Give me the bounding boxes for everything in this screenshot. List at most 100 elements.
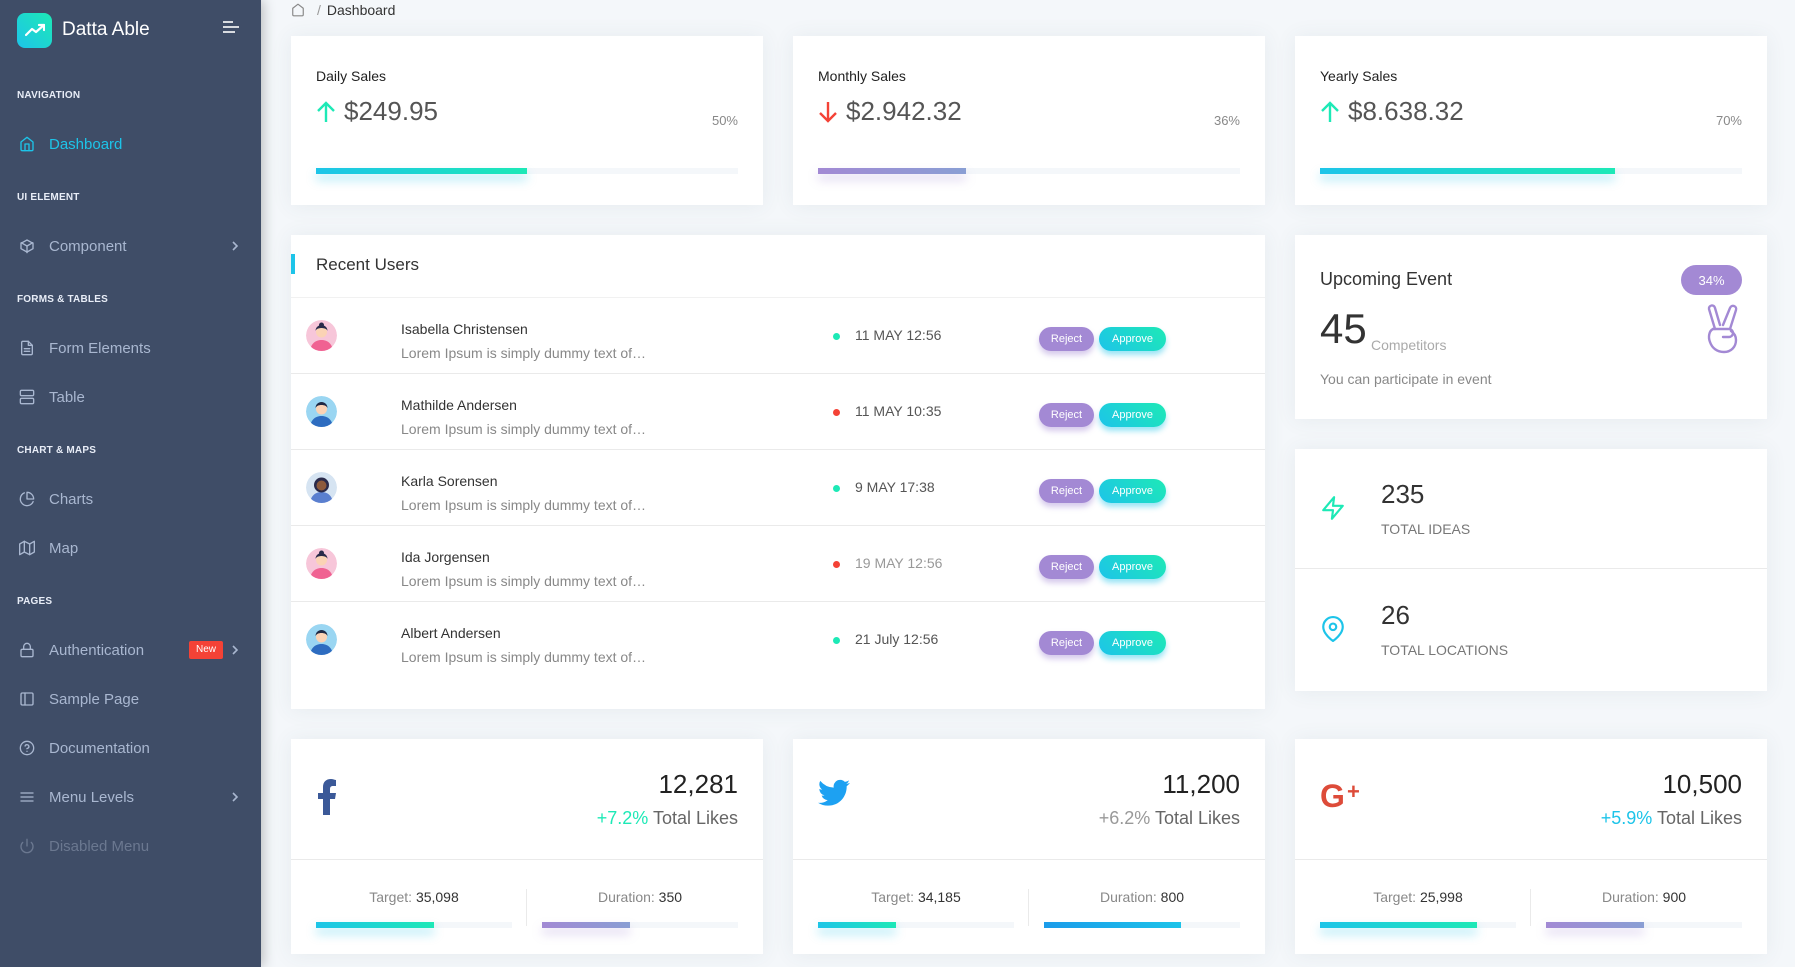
- reject-button[interactable]: Reject: [1039, 631, 1094, 655]
- sidebar-item-component[interactable]: Component: [0, 226, 261, 266]
- likes-label: Total Likes: [1154, 808, 1240, 828]
- arrow-up-icon: [316, 100, 344, 124]
- competitor-label: Competitors: [1371, 337, 1447, 353]
- status-dot: [833, 485, 840, 492]
- divider: [526, 889, 527, 926]
- sales-value: $2.942.32: [818, 96, 962, 127]
- reject-button[interactable]: Reject: [1039, 555, 1094, 579]
- menu-toggle-icon[interactable]: [222, 20, 240, 34]
- reject-button[interactable]: Reject: [1039, 479, 1094, 503]
- competitor-count: 45: [1320, 305, 1367, 352]
- sales-percent: 36%: [1213, 113, 1240, 128]
- likes-change: +5.9%: [1600, 808, 1653, 828]
- sidebar-item-dashboard[interactable]: Dashboard: [0, 124, 261, 164]
- file-text-icon: [19, 340, 35, 356]
- sidebar-item-map[interactable]: Map: [0, 528, 261, 568]
- monthly-sales-card: Monthly Sales $2.942.32 36%: [793, 36, 1265, 205]
- social-count: 10,500: [1662, 769, 1742, 799]
- brand[interactable]: Datta Able: [17, 12, 150, 48]
- sidebar-item-label: Form Elements: [49, 339, 151, 357]
- chevron-right-icon: [231, 240, 239, 252]
- likes-label: Total Likes: [1656, 808, 1742, 828]
- target-label: Target:: [1373, 889, 1417, 905]
- user-time: 11 MAY 10:35: [855, 403, 942, 419]
- sidebar-item-sample-page[interactable]: Sample Page: [0, 679, 261, 719]
- google-plus-icon: G +: [1320, 779, 1370, 813]
- divider: [1295, 568, 1767, 569]
- table-row: Isabella Christensen Lorem Ipsum is simp…: [291, 298, 1265, 374]
- user-time: 21 July 12:56: [855, 631, 939, 647]
- sidebar-item-disabled-menu: Disabled Menu: [0, 826, 261, 866]
- target-label: Target:: [871, 889, 915, 905]
- brand-name: Datta Able: [62, 19, 150, 40]
- avatar: [306, 396, 337, 427]
- sales-percent: 50%: [711, 113, 738, 128]
- approve-button[interactable]: Approve: [1099, 327, 1166, 351]
- approve-button[interactable]: Approve: [1099, 555, 1166, 579]
- status-dot: [833, 561, 840, 568]
- duration-progress-track: [1044, 922, 1240, 928]
- sidebar-item-form-elements[interactable]: Form Elements: [0, 328, 261, 368]
- stat-label: TOTAL LOCATIONS: [1381, 642, 1509, 658]
- duration-label: Duration:: [597, 889, 655, 905]
- user-description: Lorem Ipsum is simply dummy text of…: [401, 573, 647, 589]
- user-name: Ida Jorgensen: [401, 549, 490, 565]
- duration-progress-track: [1546, 922, 1742, 928]
- table-row: Ida Jorgensen Lorem Ipsum is simply dumm…: [291, 526, 1265, 602]
- sales-title: Yearly Sales: [1320, 68, 1398, 84]
- sidebar-item-label: Map: [49, 539, 79, 557]
- stat-label: TOTAL IDEAS: [1381, 521, 1471, 537]
- sidebar-item-charts[interactable]: Charts: [0, 479, 261, 519]
- box-icon: [19, 238, 35, 254]
- divider: [1295, 859, 1767, 860]
- duration-label: Duration:: [1601, 889, 1659, 905]
- nav-caption-ui-element: UI ELEMENT: [17, 192, 80, 203]
- avatar: [306, 548, 337, 579]
- sales-value: $8.638.32: [1320, 96, 1464, 127]
- sales-progress-bar: [316, 168, 527, 174]
- yearly-sales-card: Yearly Sales $8.638.32 70%: [1295, 36, 1767, 205]
- server-icon: [19, 389, 35, 405]
- approve-button[interactable]: Approve: [1099, 631, 1166, 655]
- map-icon: [19, 540, 35, 556]
- user-name: Karla Sorensen: [401, 473, 498, 489]
- help-circle-icon: [19, 740, 35, 756]
- stat-total-locations: 26 TOTAL LOCATIONS: [1295, 570, 1767, 690]
- duration-stat: Duration: 900: [1546, 889, 1742, 905]
- duration-stat: Duration: 350: [542, 889, 738, 905]
- brand-logo-icon: [17, 12, 52, 48]
- target-stat: Target: 35,098: [316, 889, 512, 905]
- menu-icon: [19, 789, 35, 805]
- sidebar-item-label: Sample Page: [49, 690, 140, 708]
- duration-stat: Duration: 800: [1044, 889, 1240, 905]
- duration-progress-bar: [1044, 922, 1182, 928]
- avatar: [306, 472, 337, 503]
- target-stat: Target: 25,998: [1320, 889, 1516, 905]
- svg-text:+: +: [1347, 779, 1360, 804]
- sidebar-item-label: Component: [49, 237, 127, 255]
- reject-button[interactable]: Reject: [1039, 403, 1094, 427]
- nav-caption-pages: PAGES: [17, 596, 53, 607]
- breadcrumb: / Dashboard: [291, 0, 395, 20]
- sidebar-item-menu-levels[interactable]: Menu Levels: [0, 777, 261, 817]
- approve-button[interactable]: Approve: [1099, 403, 1166, 427]
- duration-progress-track: [542, 922, 738, 928]
- sidebar-item-label: Documentation: [49, 739, 150, 757]
- social-count: 12,281: [658, 769, 738, 799]
- upcoming-event-title: Upcoming Event: [1320, 269, 1453, 289]
- sidebar-item-authentication[interactable]: Authentication New: [0, 630, 261, 670]
- social-count: 11,200: [1162, 769, 1240, 799]
- nav-caption-navigation: NAVIGATION: [17, 90, 81, 101]
- home-icon[interactable]: [291, 3, 305, 17]
- status-dot: [833, 333, 840, 340]
- target-progress-bar: [818, 922, 897, 928]
- user-name: Albert Andersen: [401, 625, 501, 641]
- sidebar-item-documentation[interactable]: Documentation: [0, 728, 261, 768]
- arrow-down-icon: [818, 100, 846, 124]
- reject-button[interactable]: Reject: [1039, 327, 1094, 351]
- approve-button[interactable]: Approve: [1099, 479, 1166, 503]
- duration-value: 800: [1160, 889, 1185, 905]
- google-plus-card: G + 10,500 +5.9% Total Likes Target: 25,9…: [1295, 739, 1767, 954]
- sales-progress-bar: [818, 168, 966, 174]
- sidebar-item-table[interactable]: Table: [0, 377, 261, 417]
